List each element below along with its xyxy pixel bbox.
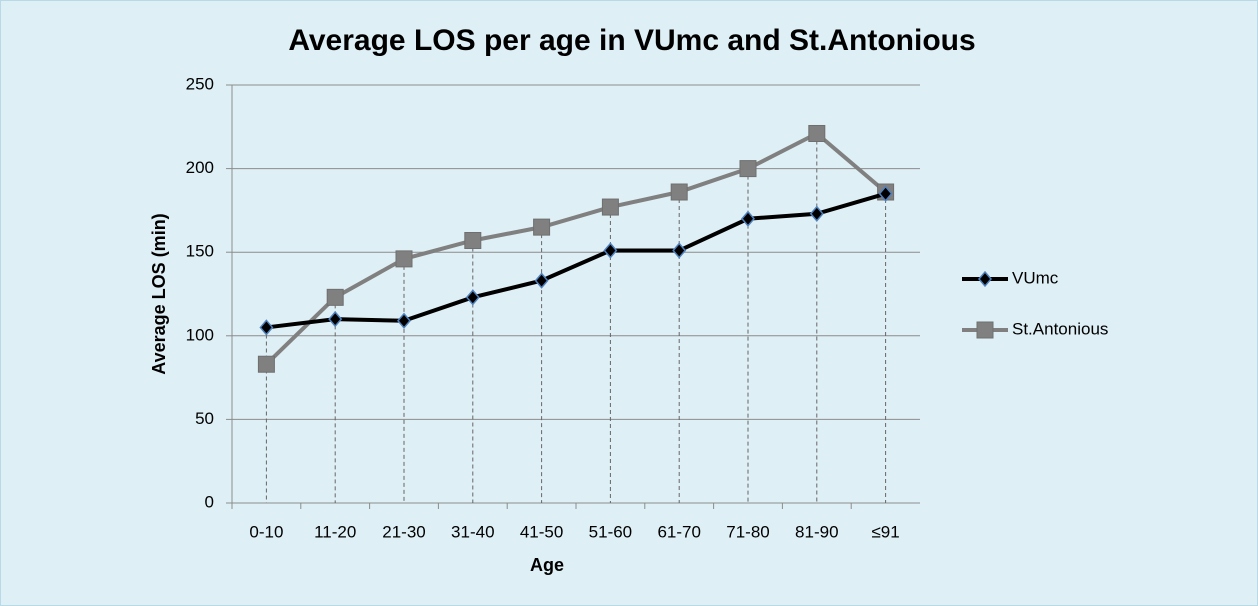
x-tick-label: 71-80 — [726, 522, 769, 541]
marker — [534, 272, 549, 289]
x-tick-label: 51-60 — [589, 522, 632, 541]
marker — [601, 198, 619, 216]
marker — [809, 205, 824, 222]
marker — [739, 160, 757, 178]
y-tick-label: 200 — [186, 158, 214, 177]
marker — [670, 183, 688, 201]
legend-label: St.Antonious — [1012, 319, 1108, 338]
y-tick-label: 50 — [195, 409, 214, 428]
marker — [259, 319, 274, 336]
y-tick-label: 150 — [186, 242, 214, 261]
marker — [808, 124, 826, 142]
series-line — [266, 191, 887, 330]
y-tick-label: 250 — [186, 74, 214, 93]
marker — [328, 310, 343, 328]
marker — [257, 355, 275, 373]
marker — [976, 321, 994, 339]
marker — [397, 312, 411, 329]
chart-title: Average LOS per age in VUmc and St.Anton… — [288, 24, 975, 57]
marker — [672, 242, 687, 259]
y-axis-title: Average LOS (min) — [149, 213, 169, 374]
x-tick-label: 61-70 — [657, 522, 700, 541]
marker — [603, 242, 618, 259]
y-tick-label: 0 — [205, 492, 214, 511]
marker — [464, 231, 482, 249]
x-tick-label: 81-90 — [795, 522, 838, 541]
x-tick-label: 31-40 — [451, 522, 494, 541]
marker — [465, 289, 480, 306]
marker — [395, 250, 413, 268]
x-tick-label: 41-50 — [520, 522, 563, 541]
x-tick-label: ≤91 — [871, 522, 899, 541]
legend-label: VUmc — [1012, 268, 1059, 287]
marker — [326, 288, 344, 306]
x-tick-label: 21-30 — [382, 522, 425, 541]
marker — [978, 270, 992, 288]
marker — [878, 185, 893, 202]
x-axis-title: Age — [530, 555, 564, 575]
x-tick-label: 0-10 — [249, 522, 283, 541]
series-line — [265, 131, 887, 366]
marker — [741, 210, 755, 227]
x-tick-label: 11-20 — [314, 522, 356, 541]
marker — [533, 218, 551, 236]
y-tick-label: 100 — [186, 325, 214, 344]
